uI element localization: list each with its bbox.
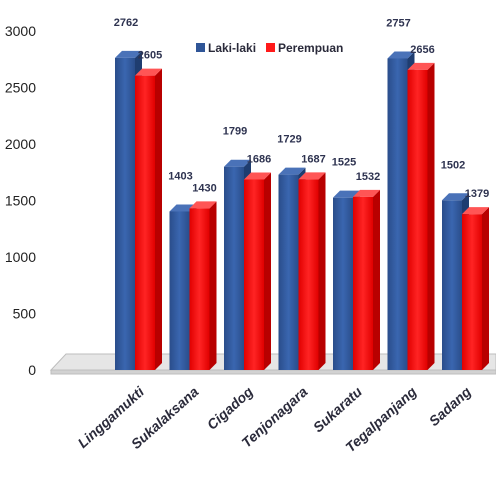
category-label: Cigadog <box>204 383 257 433</box>
y-tick-label: 500 <box>13 306 37 322</box>
bar-side-face <box>318 172 326 370</box>
bar-front-face <box>189 208 210 370</box>
bar-front-face <box>442 200 462 370</box>
category-label: Sadang <box>426 383 475 429</box>
bar-front-face <box>353 196 373 370</box>
bar-top-face <box>407 62 435 70</box>
bar-front-face <box>224 166 244 370</box>
bar-top-face <box>189 201 217 209</box>
legend-item-laki-laki: Laki-laki <box>196 41 256 55</box>
bar-perempuan <box>298 172 326 370</box>
bar-perempuan <box>189 201 217 370</box>
chart-floor <box>49 353 496 375</box>
data-label-perempuan: 1686 <box>247 153 271 165</box>
data-label-perempuan: 1379 <box>465 188 489 200</box>
bar-side-face <box>264 172 271 370</box>
data-label-perempuan: 2656 <box>410 44 434 56</box>
bar-series-group <box>115 50 489 371</box>
data-label-laki-laki: 2757 <box>386 17 410 29</box>
data-label-laki-laki: 1729 <box>277 134 301 146</box>
bar-top-face <box>387 51 415 59</box>
bar-top-face <box>224 159 251 167</box>
legend-swatch <box>196 43 205 52</box>
bar-front-face <box>462 214 482 370</box>
bar-front-face <box>278 174 299 370</box>
y-axis-ticks: 0 500 1000 1500 2000 2500 3000 <box>5 23 36 378</box>
bar-front-face <box>115 57 135 370</box>
bar-top-face <box>135 68 162 76</box>
data-label-perempuan: 2605 <box>138 50 162 62</box>
bar-perempuan <box>244 172 271 370</box>
legend-swatch <box>266 43 275 52</box>
bar-front-face <box>244 179 264 370</box>
bar-top-face <box>353 189 380 197</box>
bar-top-face <box>115 50 142 58</box>
y-tick-label: 1000 <box>5 249 36 265</box>
bar-top-face <box>442 193 469 201</box>
bar-front-face <box>407 69 428 370</box>
y-tick-label: 1500 <box>5 193 36 209</box>
data-label-laki-laki: 1502 <box>441 159 465 171</box>
bar-front-face <box>333 197 353 370</box>
y-tick-label: 3000 <box>5 23 36 39</box>
bar-top-face <box>298 172 326 180</box>
legend-item-perempuan: Perempuan <box>266 41 343 55</box>
data-label-laki-laki: 1799 <box>223 126 247 138</box>
bar-top-face <box>244 172 271 180</box>
y-tick-label: 2000 <box>5 136 36 152</box>
bar-top-face <box>333 190 360 198</box>
bar-side-face <box>427 62 435 370</box>
bar-side-face <box>155 68 162 370</box>
data-label-perempuan: 1430 <box>192 182 216 194</box>
y-tick-label: 0 <box>28 362 36 378</box>
data-label-perempuan: 1687 <box>301 153 325 165</box>
legend: Laki-laki Perempuan <box>196 41 343 55</box>
data-label-laki-laki: 1525 <box>332 157 356 169</box>
bar-perempuan <box>135 68 162 370</box>
bar-perempuan <box>462 207 489 370</box>
bar-front-face <box>387 58 408 371</box>
legend-label: Laki-laki <box>208 41 256 55</box>
bar-side-face <box>209 201 217 370</box>
data-label-laki-laki: 1403 <box>168 170 192 182</box>
bar-perempuan <box>353 189 380 370</box>
bar-top-face <box>278 167 306 175</box>
data-label-laki-laki: 2762 <box>114 17 138 29</box>
bar-front-face <box>298 179 319 370</box>
data-label-perempuan: 1532 <box>356 171 380 183</box>
bar-side-face <box>373 189 380 370</box>
y-tick-label: 2500 <box>5 80 36 96</box>
bar-front-face <box>135 75 155 370</box>
bar-perempuan <box>407 62 435 370</box>
legend-label: Perempuan <box>278 41 343 55</box>
category-label: Sukaratu <box>310 383 366 435</box>
bar-front-face <box>169 211 190 370</box>
bar-side-face <box>482 207 489 370</box>
bar-top-face <box>462 207 489 215</box>
floor-edge <box>50 369 496 375</box>
